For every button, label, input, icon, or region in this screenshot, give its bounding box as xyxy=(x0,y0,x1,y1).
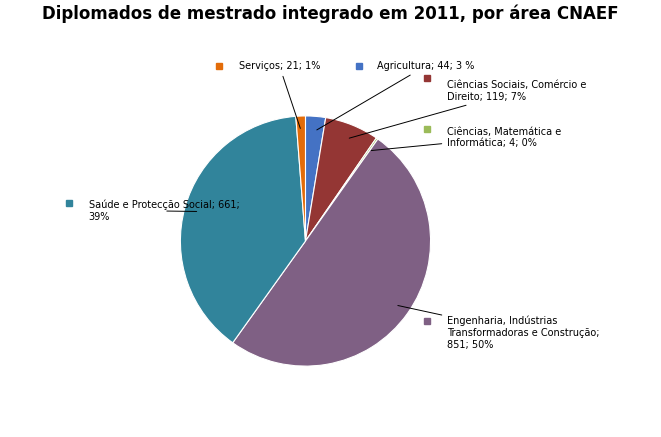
Text: Saúde e Protecção Social; 661;
39%: Saúde e Protecção Social; 661; 39% xyxy=(89,200,239,222)
Wedge shape xyxy=(295,116,305,241)
Wedge shape xyxy=(305,138,378,241)
Wedge shape xyxy=(305,118,376,241)
Wedge shape xyxy=(233,139,430,366)
Text: Serviços; 21; 1%: Serviços; 21; 1% xyxy=(239,61,320,128)
Text: Agricultura; 44; 3 %: Agricultura; 44; 3 % xyxy=(317,61,475,130)
Text: Engenharia, Indústrias
Transformadoras e Construção;
851; 50%: Engenharia, Indústrias Transformadoras e… xyxy=(398,305,600,350)
Title: Diplomados de mestrado integrado em 2011, por área CNAEF: Diplomados de mestrado integrado em 2011… xyxy=(42,4,619,23)
Text: Ciências Sociais, Comércio e
Direito; 119; 7%: Ciências Sociais, Comércio e Direito; 11… xyxy=(349,80,586,138)
Wedge shape xyxy=(180,116,305,343)
Wedge shape xyxy=(305,116,326,241)
Text: Ciências, Matemática e
Informática; 4; 0%: Ciências, Matemática e Informática; 4; 0… xyxy=(371,127,561,150)
